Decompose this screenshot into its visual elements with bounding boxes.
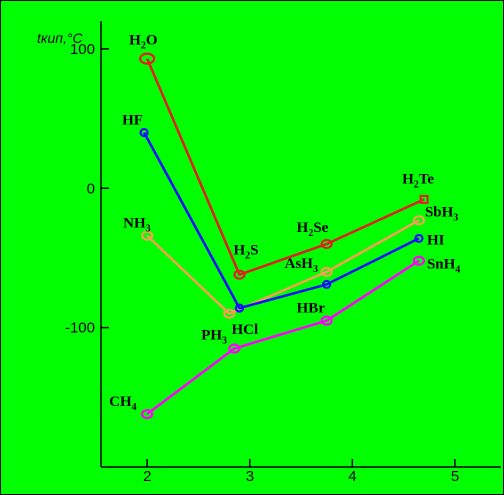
point-label: H2O (129, 33, 157, 52)
data-point (141, 230, 154, 241)
series-line-group4 (146, 259, 420, 416)
point-label: HI (427, 232, 445, 248)
point-label: HBr (297, 300, 326, 316)
y-tick-label: -100 (65, 320, 95, 337)
point-label: SbH3 (425, 204, 458, 223)
point-label: SnH4 (427, 257, 460, 276)
point-label: NH3 (123, 216, 150, 235)
series-line-group6 (146, 58, 425, 276)
data-point (412, 215, 426, 226)
x-tick-label: 5 (451, 468, 459, 485)
y-tick-label: 0 (87, 180, 95, 197)
point-label: H2Te (402, 171, 434, 190)
point-label: CH4 (109, 394, 136, 413)
data-point (228, 343, 241, 354)
data-point (234, 303, 245, 313)
point-label: AsH3 (285, 256, 318, 275)
data-point (233, 269, 246, 280)
data-point (320, 266, 333, 277)
data-point (414, 233, 424, 244)
data-point (419, 194, 429, 204)
data-point (141, 408, 154, 420)
series-line-group7 (142, 131, 420, 310)
data-point (139, 52, 156, 65)
point-label: HF (122, 113, 143, 129)
data-point (139, 127, 149, 138)
data-point (320, 238, 333, 250)
series-line-group5 (146, 219, 420, 315)
point-label: H2Se (297, 220, 329, 239)
y-axis-title: tкип,°C (37, 30, 83, 46)
x-tick-label: 4 (348, 468, 356, 485)
data-point (412, 255, 426, 266)
axes: 2 3 4 5 100 0 -100 (65, 21, 501, 485)
data-point (322, 279, 332, 290)
point-label: PH3 (201, 328, 227, 347)
label-layer: CH4 SnH4 NH3 PH3 AsH3 SbH3 H2O H2S H2Se H2Te HF HCl… (109, 33, 460, 413)
series-layer (139, 52, 429, 420)
point-label: HCl (231, 322, 258, 338)
x-tick-label: 3 (246, 468, 254, 485)
point-label: H2S (233, 243, 258, 262)
y-tick-label: 100 (70, 41, 95, 58)
x-tick-label: 2 (143, 468, 151, 485)
data-point (320, 315, 333, 326)
data-point (223, 308, 236, 319)
